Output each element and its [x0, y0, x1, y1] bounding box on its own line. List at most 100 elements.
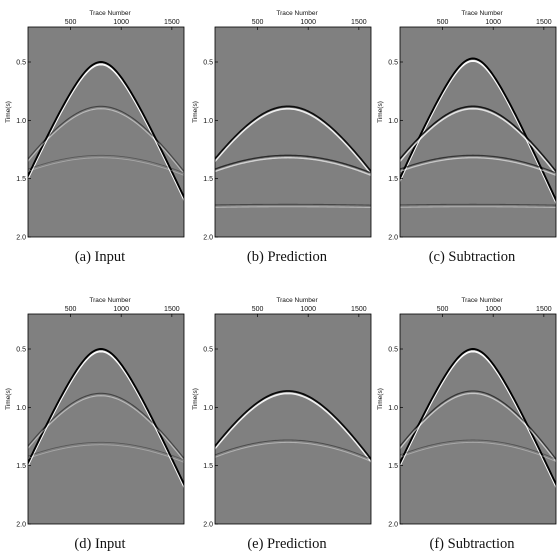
x-axis-title: Trace Number — [461, 10, 503, 17]
y-tick-label: 2.0 — [16, 235, 26, 242]
y-tick-label: 2.0 — [16, 522, 26, 529]
reflection-event-halo — [400, 392, 556, 463]
y-tick-label: 1.5 — [388, 176, 398, 183]
x-tick-label: 500 — [437, 19, 449, 26]
reflection-event — [400, 105, 556, 173]
reflection-event-halo — [215, 441, 371, 463]
reflection-event — [400, 390, 556, 461]
reflection-event-halo — [215, 157, 371, 177]
x-tick-label: 1000 — [485, 306, 501, 313]
panel-frame — [27, 26, 185, 238]
reflection-event — [215, 439, 371, 460]
panel-d: Trace Number 500 1000 1500 0.5 1.0 1.5 2.0 Time(… — [5, 297, 185, 552]
reflection-event — [400, 203, 556, 206]
reflection-event-halo — [215, 206, 371, 209]
x-tick-label: 1500 — [351, 19, 367, 26]
x-tick-label: 1000 — [113, 19, 129, 26]
reflection-event — [28, 348, 184, 487]
reflection-event-halo — [215, 392, 371, 463]
y-tick-label: 1.5 — [203, 463, 213, 470]
panel-a: Trace Number 500 1000 1500 0.5 1.0 1.5 2.0 Time(… — [5, 10, 185, 265]
reflection-event-halo — [28, 108, 184, 175]
panel-f: Trace Number 500 1000 1500 0.5 1.0 1.5 2.0 Time(… — [377, 297, 557, 552]
y-tick-label: 1.0 — [16, 405, 26, 412]
reflection-event-halo — [400, 441, 556, 463]
y-axis-title: Time(s) — [192, 388, 199, 410]
panel-caption: (f) Subtraction — [430, 536, 516, 552]
y-tick-label: 1.0 — [388, 405, 398, 412]
x-tick-label: 1500 — [164, 19, 180, 26]
y-tick-label: 1.5 — [388, 463, 398, 470]
y-tick-label: 2.0 — [388, 522, 398, 529]
panel-caption: (c) Subtraction — [429, 249, 516, 265]
x-axis-title: Trace Number — [276, 10, 318, 17]
y-tick-label: 1.0 — [203, 405, 213, 412]
reflection-event-halo — [400, 206, 556, 209]
y-tick-label: 1.0 — [388, 118, 398, 125]
panel-caption: (a) Input — [75, 249, 125, 265]
x-tick-label: 500 — [252, 19, 264, 26]
reflection-event — [28, 154, 184, 174]
reflection-event — [28, 392, 184, 460]
x-tick-label: 500 — [65, 19, 77, 26]
panel-c: Trace Number 500 1000 1500 0.5 1.0 1.5 2.0 Time(… — [377, 10, 557, 265]
y-tick-label: 0.5 — [203, 60, 213, 67]
x-tick-label: 500 — [252, 306, 264, 313]
reflection-event — [400, 348, 556, 487]
y-axis-title: Time(s) — [377, 101, 384, 123]
panel-frame — [399, 26, 557, 238]
reflection-event — [28, 61, 184, 200]
panel-frame — [27, 313, 185, 525]
reflection-event — [215, 105, 371, 173]
x-tick-label: 500 — [65, 306, 77, 313]
reflection-event — [400, 439, 556, 460]
y-axis-title: Time(s) — [192, 101, 199, 123]
y-tick-label: 0.5 — [388, 60, 398, 67]
x-tick-label: 500 — [437, 306, 449, 313]
reflection-event — [215, 203, 371, 206]
x-tick-label: 1000 — [300, 19, 316, 26]
reflection-event-halo — [400, 107, 556, 176]
panel-caption: (e) Prediction — [247, 536, 327, 552]
x-axis-title: Trace Number — [89, 297, 131, 304]
seismic-background — [215, 27, 371, 237]
x-tick-label: 1000 — [113, 306, 129, 313]
y-tick-label: 1.5 — [16, 176, 26, 183]
reflection-event-halo — [28, 63, 184, 202]
y-tick-label: 1.0 — [16, 118, 26, 125]
reflection-event-halo — [28, 157, 184, 176]
reflection-event — [28, 441, 184, 461]
panel-caption: (d) Input — [74, 536, 125, 552]
panel-e: Trace Number 500 1000 1500 0.5 1.0 1.5 2.0 Time(… — [192, 297, 372, 552]
panel-b: Trace Number 500 1000 1500 0.5 1.0 1.5 2.0 Time(… — [192, 10, 372, 265]
x-tick-label: 1500 — [351, 306, 367, 313]
x-tick-label: 1000 — [300, 306, 316, 313]
x-tick-label: 1500 — [164, 306, 180, 313]
y-tick-label: 2.0 — [388, 235, 398, 242]
reflection-event — [215, 390, 371, 461]
seismic-background — [28, 27, 184, 237]
x-axis-title: Trace Number — [461, 297, 503, 304]
x-tick-label: 1000 — [485, 19, 501, 26]
reflection-event-halo — [28, 395, 184, 462]
y-tick-label: 1.0 — [203, 118, 213, 125]
reflection-event — [400, 154, 556, 174]
y-tick-label: 2.0 — [203, 235, 213, 242]
y-axis-title: Time(s) — [5, 101, 12, 123]
panel-frame — [214, 26, 372, 238]
y-tick-label: 1.5 — [203, 176, 213, 183]
reflection-event — [400, 57, 556, 203]
panel-frame — [214, 313, 372, 525]
x-tick-label: 1500 — [536, 19, 552, 26]
reflection-event-halo — [28, 350, 184, 489]
x-axis-title: Trace Number — [89, 10, 131, 17]
reflection-event — [215, 154, 371, 174]
panel-frame — [399, 313, 557, 525]
seismic-background — [28, 314, 184, 524]
x-tick-label: 1500 — [536, 306, 552, 313]
panel-caption: (b) Prediction — [247, 249, 328, 265]
y-tick-label: 0.5 — [16, 60, 26, 67]
y-tick-label: 0.5 — [16, 347, 26, 354]
reflection-event-halo — [28, 444, 184, 463]
